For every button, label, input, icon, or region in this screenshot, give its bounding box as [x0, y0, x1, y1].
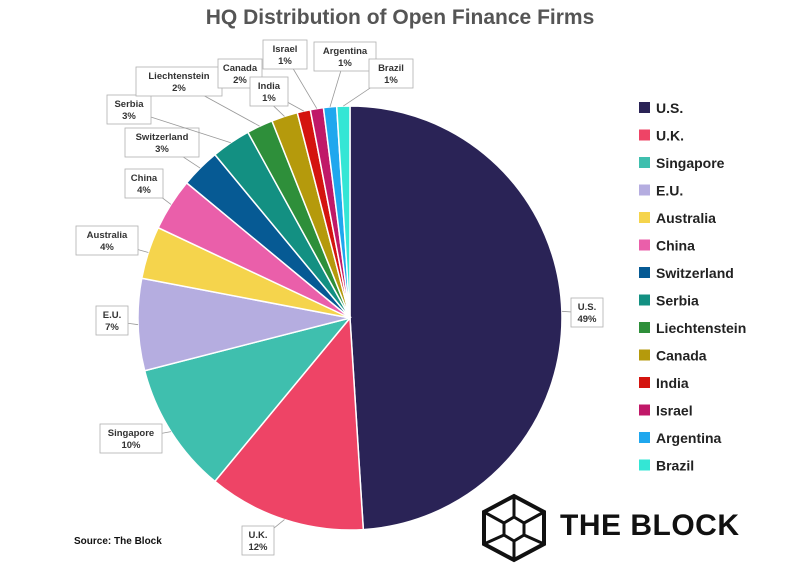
- slice-label-name-canada: Canada: [223, 63, 258, 74]
- slice-label-value-u-s: 49%: [577, 314, 597, 325]
- slice-label-box-u-k: [241, 525, 275, 556]
- slice-label-value-canada: 2%: [233, 75, 247, 86]
- source-note: Source: The Block: [74, 536, 162, 547]
- slice-label-box-switzerland: [124, 127, 200, 158]
- legend-label-argentina: Argentina: [656, 430, 722, 446]
- legend-label-singapore: Singapore: [656, 155, 725, 171]
- slice-label-box-argentina: [313, 41, 377, 72]
- slice-label-value-india: 1%: [262, 93, 276, 104]
- slice-label-value-israel: 1%: [278, 56, 292, 67]
- slice-label-name-u-s: U.S.: [578, 302, 596, 313]
- legend-swatch-switzerland: [639, 267, 650, 278]
- legend-swatch-u-k: [639, 129, 650, 141]
- legend-label-liechtenstein: Liechtenstein: [656, 320, 746, 336]
- slice-label-box-india: [249, 76, 289, 107]
- legend-label-serbia: Serbia: [656, 293, 699, 309]
- slice-label-name-brazil: Brazil: [378, 63, 404, 74]
- slice-label-box-brazil: [368, 58, 414, 89]
- legend-label-israel: Israel: [656, 403, 693, 419]
- legend-label-china: China: [656, 238, 695, 254]
- slice-label-name-switzerland: Switzerland: [136, 132, 189, 143]
- slice-label-value-switzerland: 3%: [155, 144, 169, 155]
- slice-label-value-singapore: 10%: [121, 440, 141, 451]
- legend-swatch-serbia: [639, 294, 650, 306]
- legend-swatch-e-u: [639, 184, 650, 196]
- chart-legend: U.S. U.K. Singapore E.U. Australia China Switz…: [639, 100, 746, 474]
- legend-label-u-k: U.K.: [656, 128, 684, 144]
- legend-swatch-u-s: [639, 102, 650, 113]
- legend-swatch-australia: [639, 212, 650, 223]
- slice-label-value-u-k: 12%: [248, 542, 268, 553]
- slice-label-name-china: China: [131, 173, 158, 184]
- slice-label-box-u-s: [570, 297, 604, 328]
- legend-label-brazil: Brazil: [656, 458, 694, 474]
- slice-label-box-china: [124, 168, 164, 199]
- slice-label-value-australia: 4%: [100, 242, 114, 253]
- legend-swatch-liechtenstein: [639, 322, 650, 333]
- legend-label-australia: Australia: [656, 210, 716, 226]
- slice-label-value-serbia: 3%: [122, 111, 136, 122]
- slice-label-name-e-u: E.U.: [103, 310, 121, 321]
- slice-label-box-israel: [262, 39, 308, 70]
- slice-label-box-e-u: [95, 305, 129, 336]
- slice-label-box-liechtenstein: [135, 66, 223, 97]
- slice-label-value-china: 4%: [137, 185, 151, 196]
- slice-label-value-argentina: 1%: [338, 58, 352, 69]
- slice-label-name-singapore: Singapore: [108, 428, 154, 439]
- slice-label-name-australia: Australia: [87, 230, 128, 241]
- legend-swatch-brazil: [639, 459, 650, 471]
- slice-label-name-argentina: Argentina: [323, 46, 368, 57]
- pie-slice-singapore: [143, 316, 353, 483]
- slice-label-name-liechtenstein: Liechtenstein: [148, 71, 209, 82]
- slice-label-name-serbia: Serbia: [114, 99, 144, 110]
- slice-label-box-australia: [75, 225, 139, 256]
- slice-label-value-brazil: 1%: [384, 75, 398, 86]
- legend-swatch-canada: [639, 349, 650, 361]
- legend-label-e-u: E.U.: [656, 183, 683, 199]
- legend-label-switzerland: Switzerland: [656, 265, 734, 281]
- chart-title: HQ Distribution of Open Finance Firms: [205, 6, 595, 29]
- slice-label-value-liechtenstein: 2%: [172, 83, 186, 94]
- slice-label-box-singapore: [99, 423, 163, 454]
- legend-label-india: India: [656, 375, 689, 391]
- legend-swatch-argentina: [639, 432, 650, 443]
- slice-label-box-serbia: [106, 94, 152, 125]
- legend-swatch-china: [639, 239, 650, 251]
- slice-label-name-israel: Israel: [273, 44, 298, 55]
- pie-slice-u-s: [349, 105, 563, 531]
- slice-label-name-india: India: [258, 81, 281, 92]
- legend-swatch-india: [639, 377, 650, 388]
- slice-label-name-u-k: U.K.: [249, 530, 268, 541]
- pie-slices: [137, 105, 563, 531]
- brand-name: THE BLOCK: [560, 509, 740, 542]
- legend-label-canada: Canada: [656, 348, 707, 364]
- legend-label-u-s: U.S.: [656, 100, 683, 116]
- legend-swatch-israel: [639, 404, 650, 416]
- slice-label-value-e-u: 7%: [105, 322, 119, 333]
- legend-swatch-singapore: [639, 157, 650, 168]
- the-block-logo-icon: [482, 493, 546, 563]
